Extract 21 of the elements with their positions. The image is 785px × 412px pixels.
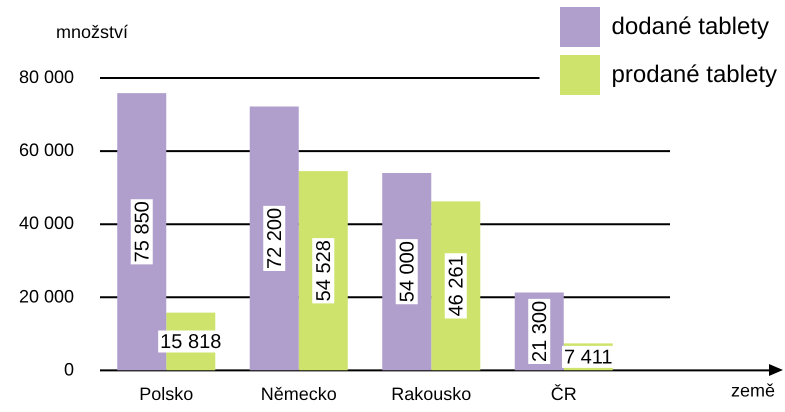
data-label: 46 261 <box>445 255 468 316</box>
data-label: 75 850 <box>131 201 154 262</box>
x-axis-title: země <box>730 380 775 400</box>
y-axis-title: množství <box>56 22 128 42</box>
y-tick-label: 20 000 <box>18 286 74 306</box>
x-tick-label: Rakousko <box>391 384 472 404</box>
y-tick-label: 0 <box>64 359 74 380</box>
legend-label: dodané tablety <box>612 13 769 41</box>
x-tick-label: ČR <box>550 384 577 404</box>
data-label: 21 300 <box>528 300 551 362</box>
data-label: 7 411 <box>564 346 613 368</box>
y-tick-label: 60 000 <box>18 140 74 160</box>
data-label: 54 000 <box>396 241 418 302</box>
x-tick-label: Polsko <box>139 384 194 404</box>
data-label: 15 818 <box>160 331 222 354</box>
x-tick-label: Německo <box>260 384 337 404</box>
y-tick-label: 80 000 <box>18 66 74 87</box>
data-label: 72 200 <box>264 208 286 270</box>
y-tick-label: 40 000 <box>18 213 74 234</box>
legend-label: prodané tablety <box>612 61 777 89</box>
data-label: 54 528 <box>312 240 335 302</box>
